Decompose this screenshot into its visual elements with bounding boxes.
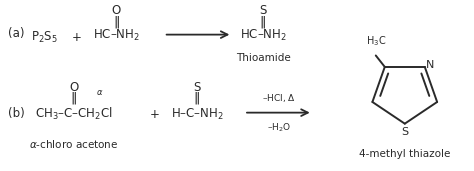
Text: 4-methyl thiazole: 4-methyl thiazole bbox=[359, 149, 450, 159]
Text: O: O bbox=[112, 4, 121, 17]
Text: HC–NH$_2$: HC–NH$_2$ bbox=[240, 28, 286, 43]
Text: +: + bbox=[149, 108, 159, 121]
Text: $\alpha$: $\alpha$ bbox=[96, 88, 104, 97]
Text: Thioamide: Thioamide bbox=[236, 53, 291, 63]
Text: ‖: ‖ bbox=[71, 92, 77, 105]
Text: S: S bbox=[193, 81, 201, 94]
Text: (b): (b) bbox=[8, 107, 25, 120]
Text: S: S bbox=[259, 4, 267, 17]
Text: P$_2$S$_5$: P$_2$S$_5$ bbox=[31, 30, 58, 45]
Text: –H$_2$O: –H$_2$O bbox=[266, 122, 291, 134]
Text: H$_3$C: H$_3$C bbox=[366, 34, 386, 48]
Text: H–C–NH$_2$: H–C–NH$_2$ bbox=[171, 107, 223, 122]
Text: $\alpha$-chloro acetone: $\alpha$-chloro acetone bbox=[29, 138, 118, 150]
Text: ‖: ‖ bbox=[260, 15, 266, 28]
Text: HC–NH$_2$: HC–NH$_2$ bbox=[93, 28, 140, 43]
Text: O: O bbox=[69, 81, 79, 94]
Text: S: S bbox=[401, 127, 408, 137]
Text: –HCl, $\Delta$: –HCl, $\Delta$ bbox=[262, 92, 295, 104]
Text: (a): (a) bbox=[8, 27, 24, 40]
Text: ‖: ‖ bbox=[193, 92, 200, 105]
Text: CH$_3$–C–CH$_2$Cl: CH$_3$–C–CH$_2$Cl bbox=[35, 106, 113, 122]
Text: ‖: ‖ bbox=[113, 15, 120, 28]
Text: N: N bbox=[426, 60, 435, 70]
Text: +: + bbox=[72, 31, 81, 44]
